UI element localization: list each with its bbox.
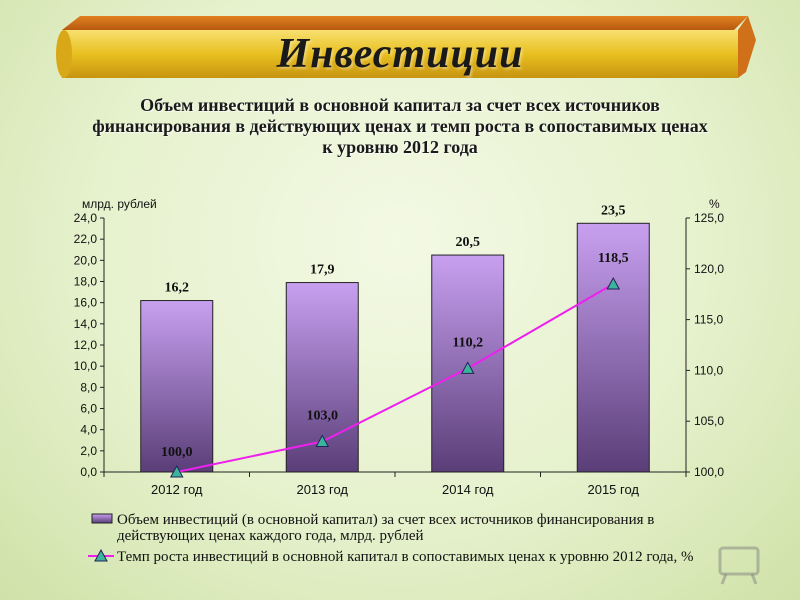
growth-rate-label: 110,2 (452, 335, 483, 350)
legend-line-marker (94, 548, 108, 562)
bar (576, 222, 650, 473)
left-y-tick-label: 10,0 (74, 359, 98, 373)
growth-rate-label: 100,0 (161, 445, 193, 460)
left-y-tick-label: 0,0 (80, 465, 97, 479)
growth-rate-marker (460, 361, 475, 374)
bar-value-label: 16,2 (165, 281, 190, 296)
growth-rate-line (176, 283, 614, 473)
bar-value-label: 23,5 (601, 203, 626, 218)
right-y-tick-label: 125,0 (694, 211, 724, 225)
legend-bar-line-1: Объем инвестиций (в основной капитал) за… (117, 512, 655, 528)
left-y-tick-label: 22,0 (74, 232, 98, 246)
right-y-axis-label: % (709, 197, 720, 211)
page-title: Инвестиции (276, 31, 524, 77)
left-y-tick-label: 24,0 (74, 211, 98, 225)
legend-line-line-1: Темп роста инвестиций в основной капитал… (117, 549, 694, 565)
x-tick-label: 2013 год (296, 482, 348, 497)
right-y-tick-label: 115,0 (694, 313, 723, 327)
legend-bar-swatch (91, 513, 113, 524)
left-y-tick-label: 4,0 (80, 423, 97, 437)
growth-rate-label: 103,0 (307, 409, 339, 424)
legend-bar-line-2: действующих ценах каждого года, млрд. ру… (117, 528, 424, 544)
chart-subtitle: Объем инвестиций в основной капитал за с… (20, 95, 780, 158)
title-banner (56, 16, 756, 78)
subtitle-line-2: финансирования в действующих ценах и тем… (92, 116, 708, 136)
left-y-tick-label: 20,0 (74, 253, 98, 267)
bar-value-label: 17,9 (310, 263, 335, 278)
right-y-tick-label: 120,0 (694, 262, 724, 276)
bar (285, 282, 359, 473)
x-tick-label: 2014 год (442, 482, 494, 497)
left-y-tick-label: 18,0 (74, 275, 98, 289)
left-y-tick-label: 8,0 (80, 380, 97, 394)
left-y-tick-label: 2,0 (80, 444, 97, 458)
right-y-tick-label: 110,0 (694, 363, 723, 377)
left-y-tick-label: 12,0 (74, 338, 98, 352)
left-y-tick-label: 14,0 (74, 317, 98, 331)
growth-rate-marker (169, 464, 184, 478)
legend-line-label: Темп роста инвестиций в основной капитал… (117, 549, 737, 565)
watermark-icon (718, 546, 760, 585)
right-y-tick-label: 100,0 (694, 465, 724, 479)
growth-rate-marker (606, 276, 621, 290)
right-y-tick-label: 105,0 (694, 414, 724, 428)
growth-rate-marker (315, 434, 330, 448)
left-y-tick-label: 16,0 (74, 296, 98, 310)
left-y-axis-label: млрд. рублей (82, 197, 157, 211)
subtitle-line-1: Объем инвестиций в основной капитал за с… (140, 95, 660, 115)
bar-value-label: 20,5 (456, 235, 481, 250)
x-tick-label: 2015 год (587, 482, 639, 497)
legend-bar-label: Объем инвестиций (в основной капитал) за… (117, 512, 717, 544)
left-y-tick-label: 6,0 (80, 402, 97, 416)
subtitle-line-3: к уровню 2012 года (322, 137, 478, 157)
growth-rate-label: 118,5 (598, 251, 629, 266)
x-tick-label: 2012 год (151, 482, 203, 497)
